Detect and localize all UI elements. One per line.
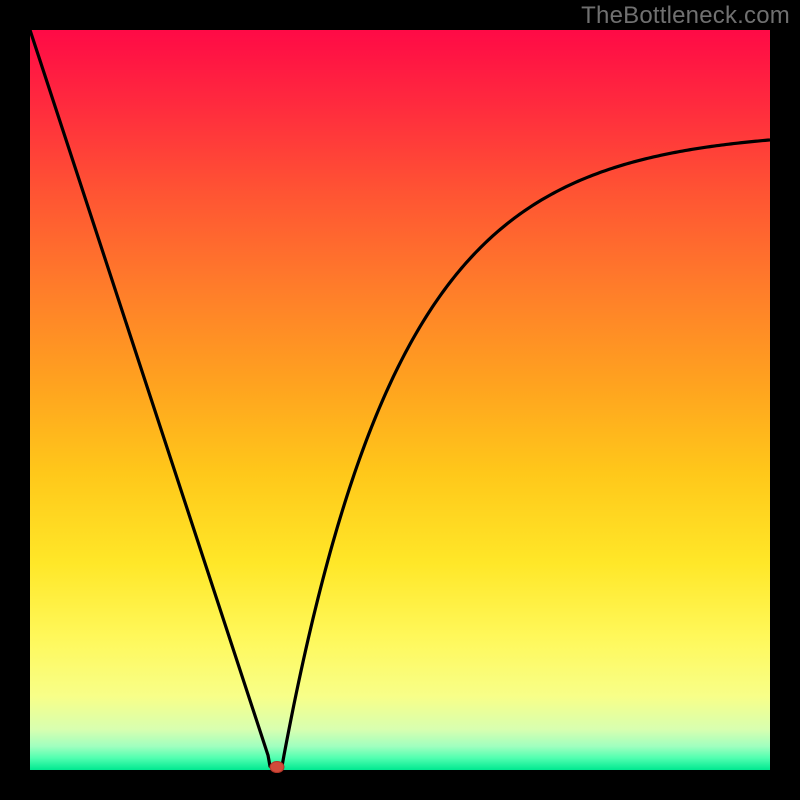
optimum-marker xyxy=(270,762,284,773)
watermark-text: TheBottleneck.com xyxy=(581,2,790,30)
plot-background xyxy=(30,30,770,770)
